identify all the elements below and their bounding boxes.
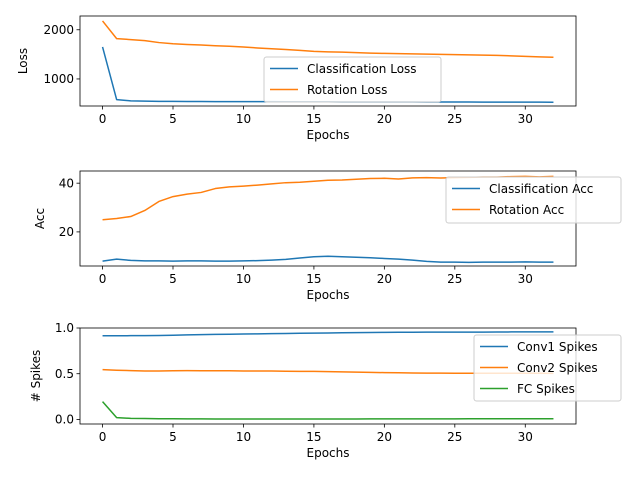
legend-box <box>445 176 622 224</box>
x-tick-label: 30 <box>518 430 533 444</box>
x-tick-label: 20 <box>377 272 392 286</box>
x-tick-label: 5 <box>169 112 177 126</box>
x-tick-label: 15 <box>306 272 321 286</box>
x-axis-label: Epochs <box>307 288 350 302</box>
y-tick-label: 2000 <box>43 23 74 37</box>
legend: Classification Acc Rotation Acc <box>445 176 622 224</box>
series-line-conv1-spikes <box>102 331 554 337</box>
legend-box <box>473 334 622 402</box>
legend-label: Rotation Loss <box>307 83 387 97</box>
x-tick-label: 20 <box>377 430 392 444</box>
legend-label: FC Spikes <box>517 382 575 396</box>
x-tick-label: 10 <box>236 430 251 444</box>
x-tick-label: 5 <box>169 272 177 286</box>
x-tick-label: 30 <box>518 112 533 126</box>
y-axis-label: # Spikes <box>29 350 43 403</box>
x-tick-label: 15 <box>306 112 321 126</box>
x-tick-label: 25 <box>447 112 462 126</box>
legend-label: Conv2 Spikes <box>517 361 598 375</box>
series-line-classification-acc <box>102 255 554 264</box>
legend-label: Classification Loss <box>307 62 417 76</box>
y-tick-label: 0.0 <box>55 413 74 427</box>
series-line-fc-spikes <box>101 401 554 420</box>
x-tick-label: 0 <box>99 272 107 286</box>
y-tick-label: 20 <box>59 225 74 239</box>
x-tick-label: 30 <box>518 272 533 286</box>
chart-panel-1: 0 5 10 15 20 25 30 1000 2000 Epochs Loss Classifica… <box>16 15 577 142</box>
x-tick-label: 5 <box>169 430 177 444</box>
legend-box <box>263 56 442 103</box>
legend-label: Conv1 Spikes <box>517 340 598 354</box>
axes-frame <box>79 15 577 107</box>
x-tick-label: 10 <box>236 112 251 126</box>
x-tick-label: 0 <box>99 112 107 126</box>
chart-panel-3: 0 5 10 15 20 25 30 0.0 0.5 1.0 Epochs # Spikes Conv1… <box>29 321 622 460</box>
x-tick-label: 10 <box>236 272 251 286</box>
series-line-rotation-loss <box>101 20 554 59</box>
x-axis-label: Epochs <box>307 446 350 460</box>
y-axis-label: Loss <box>16 48 30 74</box>
x-tick-label: 20 <box>377 112 392 126</box>
y-tick-label: 0.5 <box>55 367 74 381</box>
chart-panel-2: 0 5 10 15 20 25 30 20 40 Epochs Acc Classification … <box>33 170 622 302</box>
legend-label: Classification Acc <box>489 182 593 196</box>
y-tick-label: 40 <box>59 176 74 190</box>
x-axis-label: Epochs <box>307 128 350 142</box>
x-tick-label: 25 <box>447 272 462 286</box>
x-tick-label: 25 <box>447 430 462 444</box>
legend: Classification Loss Rotation Loss <box>263 56 442 103</box>
x-tick-label: 15 <box>306 430 321 444</box>
x-tick-label: 0 <box>99 430 107 444</box>
y-tick-label: 1000 <box>43 72 74 86</box>
legend-label: Rotation Acc <box>489 203 564 217</box>
y-axis-label: Acc <box>33 208 47 229</box>
y-tick-label: 1.0 <box>55 321 74 335</box>
legend: Conv1 Spikes Conv2 Spikes FC Spikes <box>473 334 622 402</box>
